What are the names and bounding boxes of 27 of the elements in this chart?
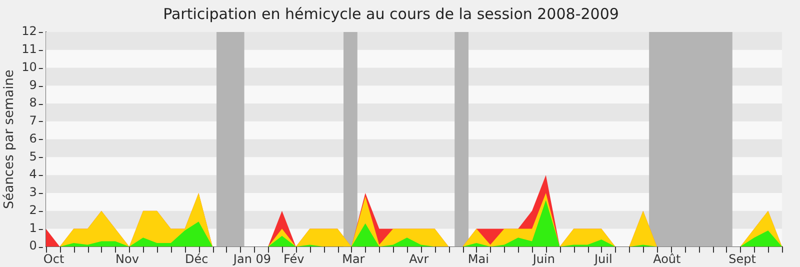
y-tick-label: 0: [29, 238, 37, 253]
x-tick-label: Déc: [185, 252, 208, 266]
x-tick-label: Juin: [532, 252, 555, 266]
y-tick-label: 10: [22, 60, 37, 74]
x-tick-label: Juil: [594, 252, 612, 266]
y-tick-label: 12: [22, 24, 37, 38]
y-tick-label: 4: [29, 167, 37, 182]
y-tick-label: 3: [29, 185, 37, 200]
x-tick-label: Avr: [409, 252, 429, 266]
chart-title: Participation en hémicycle au cours de la session 2008-2009: [163, 4, 619, 23]
x-tick-label: Oct: [43, 252, 64, 266]
y-axis-title: Séances par semaine: [2, 70, 18, 210]
x-tick-label: Nov: [116, 252, 139, 266]
x-tick-label: Août: [653, 252, 682, 266]
x-tick-label: Jan 09: [232, 252, 272, 266]
x-tick-label: Mar: [342, 252, 365, 266]
y-tick-label: 9: [29, 78, 37, 92]
x-tick-label: Mai: [468, 252, 489, 266]
y-tick-label: 1: [29, 220, 37, 235]
x-tick-label: Sept: [728, 252, 756, 266]
y-tick-label: 5: [29, 149, 37, 164]
y-tick-label: 7: [29, 114, 37, 128]
y-tick-label: 11: [22, 42, 37, 56]
x-tick-label: Fév: [284, 252, 304, 266]
y-tick-label: 2: [29, 202, 37, 217]
y-tick-label: 6: [29, 131, 37, 146]
y-tick-label: 8: [29, 96, 37, 110]
